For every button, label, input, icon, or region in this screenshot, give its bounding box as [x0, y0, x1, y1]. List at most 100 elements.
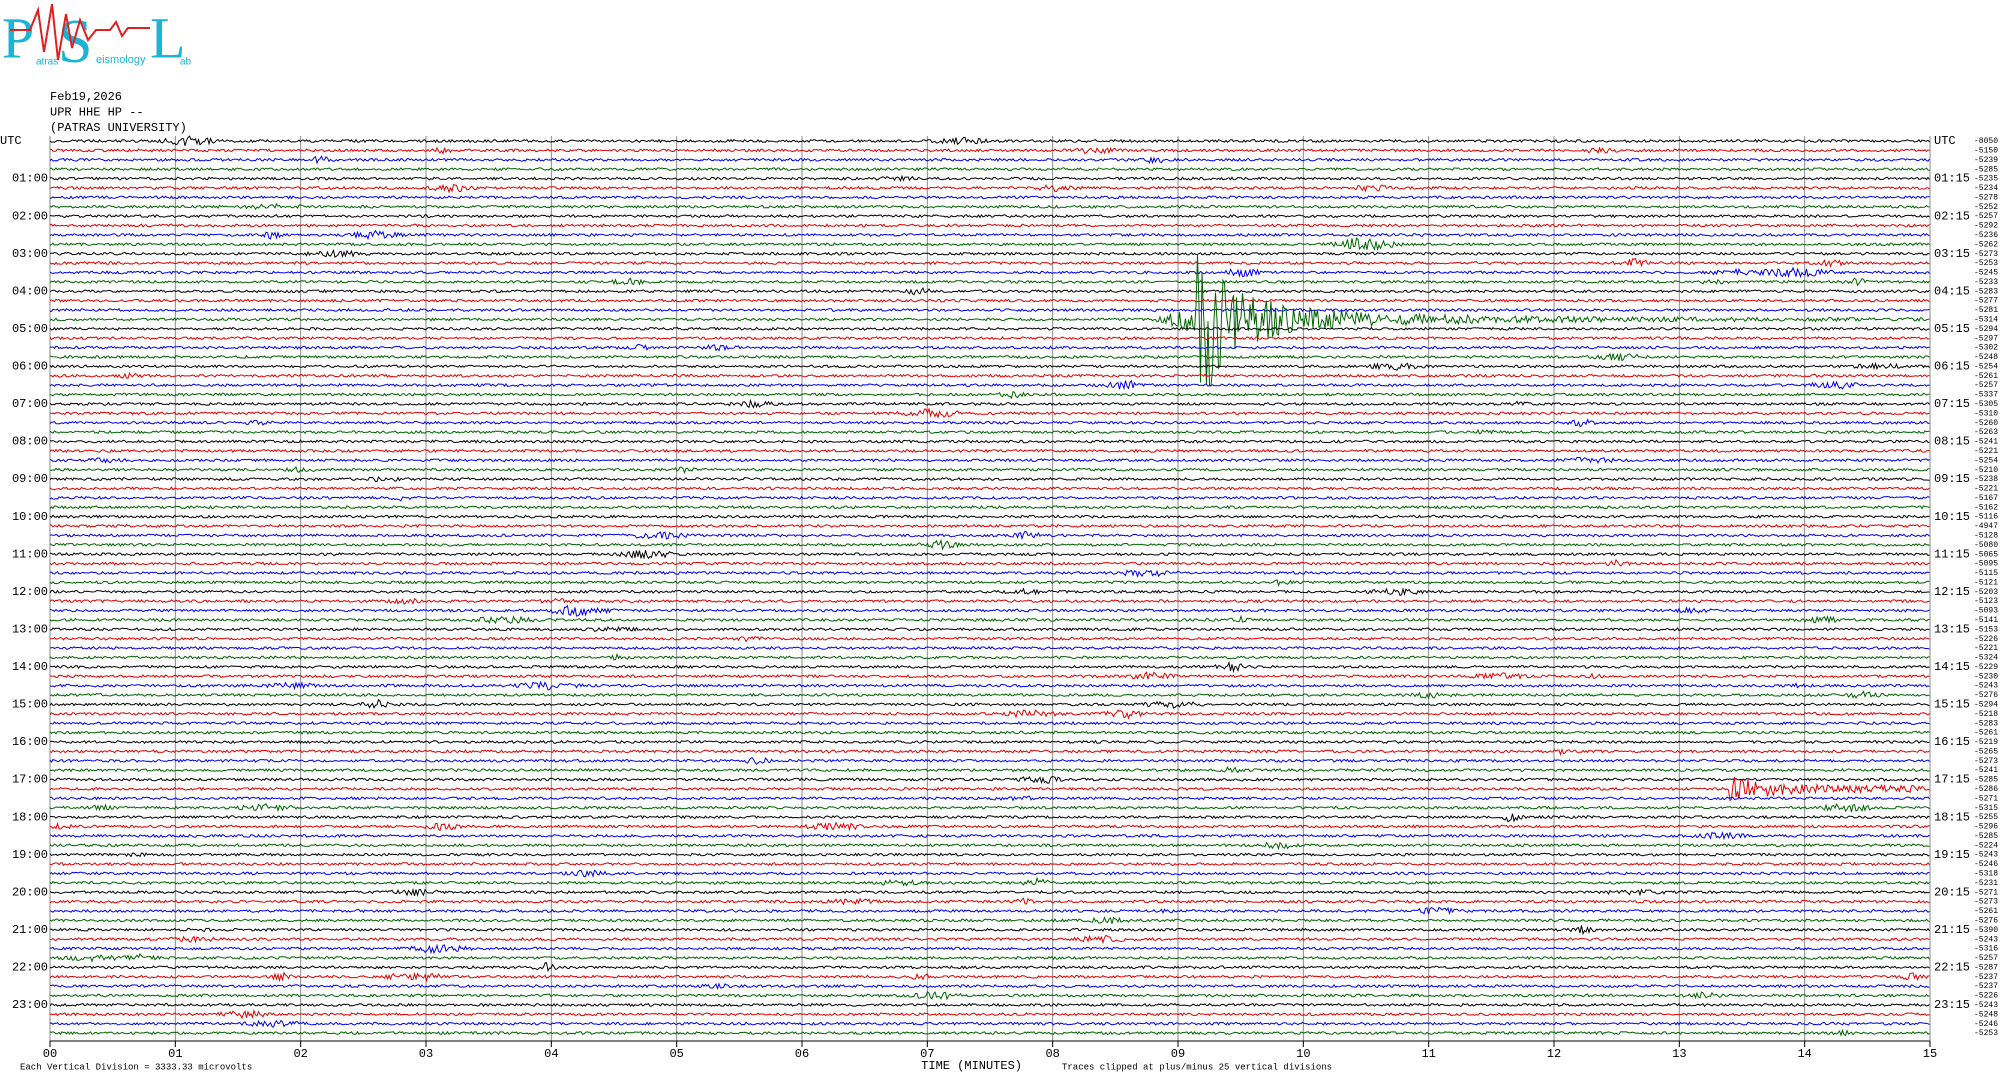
trace [49, 579, 1930, 587]
trace [49, 795, 1930, 802]
trace [49, 614, 1930, 625]
row-offset: -5230 [1974, 672, 1998, 681]
row-offset: -5115 [1974, 569, 1998, 578]
trace [49, 155, 1930, 165]
row-label-left: 09:00 [12, 472, 48, 486]
trace [49, 361, 1930, 371]
trace [49, 255, 1930, 387]
trace [49, 952, 1930, 963]
row-offset: -5245 [1974, 269, 1998, 278]
trace [49, 379, 1930, 391]
trace [49, 1028, 1930, 1037]
row-offset: -5241 [1974, 766, 1998, 775]
row-offset: -5254 [1974, 456, 1998, 465]
row-offset: -5238 [1974, 475, 1998, 484]
row-offset: -5153 [1974, 625, 1998, 634]
row-offset: -5262 [1974, 240, 1998, 249]
trace [49, 504, 1930, 510]
row-offset: -5210 [1974, 466, 1998, 475]
row-offset: -5294 [1974, 701, 1998, 710]
row-offset: -5316 [1974, 945, 1998, 954]
row-label-left: 13:00 [12, 622, 48, 636]
traces [49, 135, 1930, 1037]
row-offset: -5226 [1974, 992, 1998, 1001]
row-label-left: 17:00 [12, 773, 48, 787]
row-offset: -5257 [1974, 381, 1998, 390]
row-offset: -5285 [1974, 776, 1998, 785]
row-offset: -5239 [1974, 156, 1998, 165]
x-tick-label: 07 [920, 1047, 934, 1061]
trace [49, 223, 1930, 228]
trace [49, 146, 1930, 155]
logo-wave [10, 3, 150, 61]
row-offset: -5254 [1974, 362, 1998, 371]
trace [49, 343, 1930, 352]
row-offset: -5246 [1974, 860, 1998, 869]
row-label-right: UTC [1934, 134, 1956, 148]
row-label-right: 06:15 [1934, 360, 1970, 374]
row-label-right: 09:15 [1934, 472, 1970, 486]
row-label-left: 20:00 [12, 885, 48, 899]
row-offset: -5315 [1974, 804, 1998, 813]
trace [49, 249, 1930, 259]
row-offset: -5243 [1974, 935, 1998, 944]
trace [49, 495, 1930, 502]
row-label-left: 01:00 [12, 172, 48, 186]
row-label-right: 13:15 [1934, 622, 1970, 636]
header-line: (PATRAS UNIVERSITY) [50, 121, 187, 135]
row-offset: -5292 [1974, 222, 1998, 231]
trace [49, 690, 1930, 700]
row-offset: -5296 [1974, 823, 1998, 832]
trace [49, 326, 1930, 331]
trace [49, 1008, 1930, 1020]
row-label-right: 01:15 [1934, 172, 1970, 186]
row-offset: -5221 [1974, 644, 1998, 653]
trace [49, 739, 1930, 745]
trace [49, 550, 1930, 560]
row-offset: -5121 [1974, 578, 1998, 587]
row-offset: -4947 [1974, 522, 1998, 531]
trace [49, 266, 1930, 279]
x-tick-label: 03 [419, 1047, 433, 1061]
row-offset: -5310 [1974, 409, 1998, 418]
row-label-right: 16:15 [1934, 735, 1970, 749]
row-offset: -5235 [1974, 175, 1998, 184]
row-offset: -5233 [1974, 278, 1998, 287]
row-offset: -5271 [1974, 794, 1998, 803]
trace [49, 962, 1930, 973]
trace [49, 709, 1930, 720]
trace [49, 775, 1930, 785]
trace [49, 418, 1930, 428]
trace [49, 802, 1930, 813]
trace [49, 698, 1930, 709]
row-offset: -5221 [1974, 447, 1998, 456]
trace [49, 398, 1930, 409]
row-offset: -5285 [1974, 165, 1998, 174]
trace [49, 852, 1930, 858]
row-offset: -5263 [1974, 428, 1998, 437]
row-label-right: 04:15 [1934, 284, 1970, 298]
row-offset: -5276 [1974, 691, 1998, 700]
logo-word: ab [180, 57, 192, 68]
x-tick-label: 08 [1045, 1047, 1059, 1061]
logo-letter: P [2, 5, 34, 70]
row-label-left: 12:00 [12, 585, 48, 599]
row-label-right: 11:15 [1934, 547, 1970, 561]
trace [49, 1002, 1930, 1008]
trace [49, 277, 1930, 287]
x-tick-label: 10 [1296, 1047, 1310, 1061]
row-offset: -5255 [1974, 813, 1998, 822]
trace [50, 925, 1930, 936]
trace [49, 229, 1930, 241]
row-offset: -5273 [1974, 250, 1998, 259]
trace [49, 604, 1930, 617]
row-offset: -5390 [1974, 926, 1998, 935]
trace [49, 448, 1930, 454]
trace [50, 466, 1930, 475]
x-tick-label: 14 [1797, 1047, 1811, 1061]
row-offset: -5302 [1974, 344, 1998, 353]
row-offset: -5277 [1974, 297, 1998, 306]
row-offset: -5278 [1974, 193, 1998, 202]
trace [50, 635, 1930, 643]
row-offset: -5305 [1974, 400, 1998, 409]
